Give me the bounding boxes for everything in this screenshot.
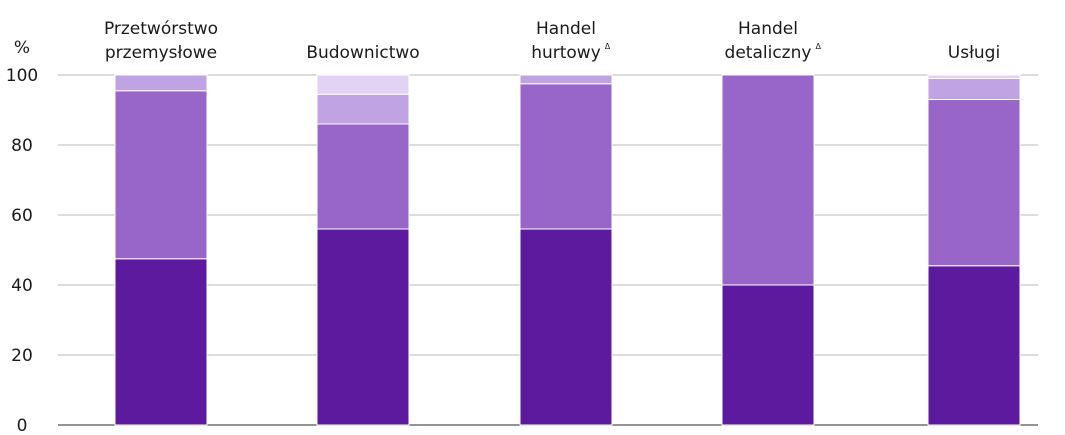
category-note-mark: Δ: [815, 42, 821, 51]
bar-segment: [316, 123, 410, 230]
y-tick-label: 100: [6, 66, 38, 86]
category-labels: Przetwórstwo przemysłowe Budownictwo Handel…: [104, 19, 1000, 63]
bar-segment: [519, 74, 613, 85]
bar-segment: [114, 90, 208, 260]
bar-segment: [316, 93, 410, 125]
category-label: przemysłowe: [105, 43, 217, 63]
bar-segment: [519, 228, 613, 426]
category-label: Budownictwo: [306, 43, 419, 63]
category-label: detaliczny: [725, 43, 812, 63]
y-tick-label: 20: [11, 346, 33, 366]
bar-segment: [316, 228, 410, 426]
y-tick-label: 80: [11, 136, 33, 156]
bar-segment: [927, 99, 1021, 267]
bar-segment: [927, 78, 1021, 100]
bar-segment: [927, 74, 1021, 79]
category-label: hurtowy: [531, 43, 601, 63]
bar-segment: [721, 284, 815, 426]
y-tick-label: 60: [11, 206, 33, 226]
category-label: Handel: [738, 19, 798, 39]
y-tick-label: 0: [17, 416, 28, 435]
bar-segment: [519, 83, 613, 230]
category-label: Handel: [536, 19, 596, 39]
y-axis-ticks: 0 20 40 60 80 100: [6, 66, 38, 435]
category-note-mark: Δ: [605, 42, 611, 51]
bars: [114, 74, 1021, 426]
y-tick-label: 40: [11, 276, 33, 296]
bar-segment: [927, 265, 1021, 426]
bar-segment: [114, 74, 208, 92]
bar-segment: [721, 74, 815, 286]
bar-segment: [316, 74, 410, 95]
y-axis-label: %: [14, 38, 30, 58]
category-label: Usługi: [948, 43, 1000, 63]
category-label: Przetwórstwo: [104, 19, 218, 39]
bar-segment: [114, 258, 208, 426]
